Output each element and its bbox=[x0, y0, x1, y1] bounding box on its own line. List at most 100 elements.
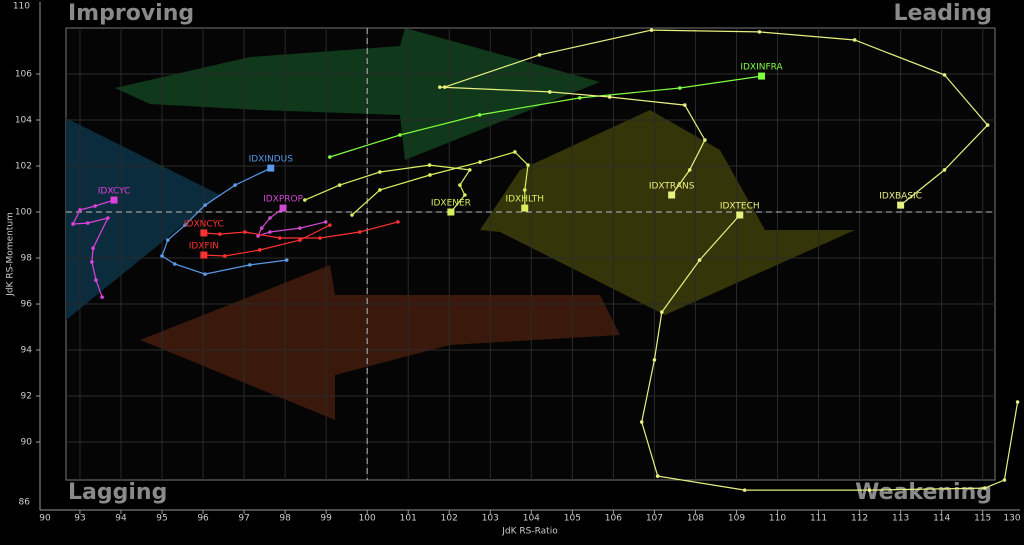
series-label: IDXNCYC bbox=[184, 219, 224, 229]
x-tick-label: 105 bbox=[564, 514, 581, 524]
x-tick-label: 115 bbox=[974, 514, 991, 524]
trail-point bbox=[91, 246, 95, 250]
trail-point bbox=[203, 203, 207, 207]
series-label: IDXPROP bbox=[263, 195, 304, 205]
y-tick-label: 90 bbox=[21, 438, 33, 448]
trail-point bbox=[577, 96, 582, 100]
x-axis-end: 90 bbox=[39, 514, 51, 524]
series-label: IDXENER bbox=[431, 199, 471, 209]
trail bbox=[351, 151, 529, 216]
trail-point bbox=[328, 155, 332, 159]
trail bbox=[71, 199, 115, 298]
trail-point bbox=[942, 168, 947, 172]
head-marker bbox=[447, 208, 455, 216]
trail-point bbox=[467, 168, 472, 172]
series-label: IDXTECH bbox=[720, 202, 760, 212]
trail-point bbox=[537, 53, 542, 57]
trail-point bbox=[350, 213, 354, 217]
trail-point bbox=[268, 216, 272, 220]
x-tick-label: 103 bbox=[482, 514, 499, 524]
y-tick-label: 106 bbox=[15, 70, 32, 80]
head-marker bbox=[110, 196, 118, 204]
series-label: IDXINDUS bbox=[249, 155, 294, 165]
x-tick-label: 110 bbox=[769, 514, 786, 524]
y-tick-label: 94 bbox=[21, 346, 33, 356]
series-label: IDXHLTH bbox=[505, 195, 544, 205]
trail-point bbox=[438, 85, 442, 89]
trail-point bbox=[477, 113, 482, 117]
trail-point bbox=[985, 123, 990, 127]
x-tick-label: 104 bbox=[523, 514, 540, 524]
trail-point bbox=[277, 236, 282, 240]
x-tick-label: 109 bbox=[728, 514, 745, 524]
trail-point bbox=[160, 254, 164, 258]
head-marker bbox=[200, 229, 208, 237]
trail-point bbox=[106, 216, 110, 220]
trail-point bbox=[233, 183, 237, 187]
improving-arrow bbox=[115, 28, 600, 160]
head-marker bbox=[668, 191, 676, 199]
x-tick-label: 97 bbox=[238, 514, 249, 524]
head-marker bbox=[521, 204, 529, 212]
trail-point bbox=[458, 183, 462, 187]
trail-point bbox=[649, 28, 654, 32]
trail-point bbox=[678, 86, 682, 90]
y-tick-label: 92 bbox=[21, 392, 32, 402]
x-tick-label: 102 bbox=[441, 514, 458, 524]
trail-point bbox=[607, 95, 612, 99]
y-axis-end: 86 bbox=[19, 498, 31, 508]
series-label: IDXCYC bbox=[98, 187, 131, 197]
trail-point bbox=[284, 258, 289, 262]
trail-point bbox=[742, 488, 747, 492]
x-tick-label: 95 bbox=[156, 514, 167, 524]
quadrant-label: Improving bbox=[68, 1, 194, 26]
head-marker bbox=[897, 201, 905, 209]
x-tick-label: 96 bbox=[197, 514, 209, 524]
trail-point bbox=[248, 263, 252, 267]
x-tick-label: 99 bbox=[320, 514, 332, 524]
trail-point bbox=[165, 238, 170, 242]
trail bbox=[304, 164, 471, 213]
trail-point bbox=[427, 163, 432, 167]
trail-point bbox=[852, 38, 857, 42]
trail-point bbox=[867, 488, 872, 492]
x-tick-label: 108 bbox=[687, 514, 704, 524]
trail-point bbox=[222, 254, 227, 258]
y-tick-label: 100 bbox=[15, 208, 32, 218]
trail-point bbox=[703, 138, 707, 142]
trail-point bbox=[697, 258, 702, 262]
x-tick-label: 100 bbox=[359, 514, 376, 524]
y-axis-label: JdK RS-Momentum bbox=[6, 212, 16, 297]
trail-point bbox=[982, 486, 987, 490]
y-tick-label: 102 bbox=[15, 162, 32, 172]
y-axis-end: 110 bbox=[13, 2, 30, 12]
trail-point bbox=[183, 223, 187, 227]
trail-point bbox=[268, 230, 272, 234]
trail-point bbox=[428, 173, 432, 177]
trail-point bbox=[547, 90, 552, 94]
x-tick-label: 106 bbox=[605, 514, 622, 524]
x-tick-label: 94 bbox=[115, 514, 127, 524]
y-tick-label: 104 bbox=[15, 116, 32, 126]
quadrant-label: Lagging bbox=[68, 480, 167, 505]
series-label: IDXINFRA bbox=[740, 63, 783, 73]
trail-point bbox=[90, 260, 94, 264]
trail-point bbox=[93, 204, 97, 208]
trail-point bbox=[318, 236, 322, 240]
trail bbox=[329, 75, 762, 158]
trail bbox=[161, 167, 287, 275]
trail-point bbox=[303, 198, 307, 202]
series-label: IDXTRANS bbox=[649, 181, 695, 191]
x-axis-label: JdK RS-Ratio bbox=[501, 527, 558, 537]
x-tick-label: 113 bbox=[892, 514, 909, 524]
trail-point bbox=[203, 272, 207, 276]
x-tick-label: 98 bbox=[279, 514, 291, 524]
trail-point bbox=[323, 220, 328, 224]
trail-point bbox=[396, 220, 400, 224]
trail-point bbox=[522, 188, 527, 192]
trail-point bbox=[358, 230, 362, 234]
quadrant-label: Weakening bbox=[855, 480, 992, 505]
x-tick-label: 93 bbox=[74, 514, 85, 524]
y-tick-label: 98 bbox=[21, 254, 33, 264]
lagging-arrow bbox=[66, 118, 220, 320]
